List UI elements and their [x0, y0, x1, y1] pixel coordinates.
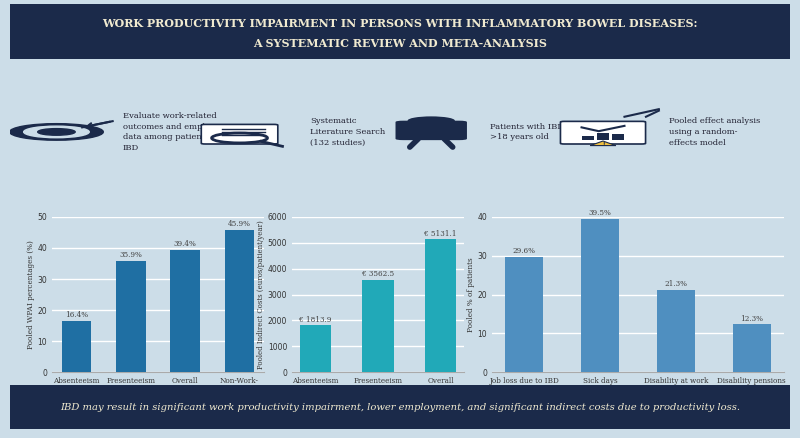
- Text: € 5131.1: € 5131.1: [424, 230, 457, 238]
- Circle shape: [408, 117, 455, 125]
- Text: Patients with IBD
>18 years old: Patients with IBD >18 years old: [490, 123, 564, 141]
- Bar: [611, 134, 625, 140]
- Circle shape: [10, 124, 103, 140]
- Text: € 3562.5: € 3562.5: [362, 270, 394, 279]
- FancyBboxPatch shape: [395, 121, 467, 140]
- Text: € 1813.9: € 1813.9: [299, 316, 332, 324]
- Text: Pooled effect analysis
using a random-
effects model: Pooled effect analysis using a random- e…: [670, 117, 761, 147]
- Bar: [362, 280, 394, 372]
- FancyBboxPatch shape: [202, 124, 278, 144]
- Text: IBD may result in significant work productivity impairment, lower employment, an: IBD may result in significant work produ…: [60, 403, 740, 412]
- Text: 35.9%: 35.9%: [119, 251, 142, 259]
- Bar: [300, 325, 331, 372]
- Bar: [116, 261, 146, 372]
- Text: 12.3%: 12.3%: [740, 314, 763, 322]
- Bar: [582, 136, 594, 140]
- Text: 29.6%: 29.6%: [513, 247, 536, 255]
- Text: 45.9%: 45.9%: [228, 220, 251, 228]
- Y-axis label: Pooled % of patients: Pooled % of patients: [466, 257, 474, 332]
- Bar: [657, 290, 695, 372]
- Bar: [597, 133, 610, 140]
- Polygon shape: [590, 141, 616, 145]
- Bar: [62, 321, 91, 372]
- Text: 21.3%: 21.3%: [665, 279, 687, 288]
- FancyBboxPatch shape: [0, 384, 800, 431]
- Text: 39.5%: 39.5%: [589, 209, 611, 217]
- Bar: [581, 219, 619, 372]
- FancyBboxPatch shape: [561, 121, 646, 144]
- Bar: [225, 230, 254, 372]
- Bar: [170, 250, 200, 372]
- Y-axis label: Pooled WPAI percentages (%): Pooled WPAI percentages (%): [26, 240, 34, 349]
- Text: Systematic
Literature Search
(132 studies): Systematic Literature Search (132 studie…: [310, 117, 386, 147]
- Y-axis label: Pooled Indirect Costs (euros/patient/year): Pooled Indirect Costs (euros/patient/yea…: [257, 220, 265, 369]
- Text: !: !: [602, 142, 604, 147]
- Bar: [425, 239, 456, 372]
- Circle shape: [38, 129, 75, 135]
- Bar: [506, 257, 543, 372]
- Text: 16.4%: 16.4%: [65, 311, 88, 319]
- Text: Evaluate work-related
outcomes and employment
data among patients with
IBD: Evaluate work-related outcomes and emplo…: [123, 112, 236, 152]
- Text: A SYSTEMATIC REVIEW AND META-ANALYSIS: A SYSTEMATIC REVIEW AND META-ANALYSIS: [253, 38, 547, 49]
- Bar: [733, 325, 770, 372]
- Text: 39.4%: 39.4%: [174, 240, 197, 248]
- Circle shape: [24, 126, 90, 138]
- Text: WORK PRODUCTIVITY IMPAIRMENT IN PERSONS WITH INFLAMMATORY BOWEL DISEASES:: WORK PRODUCTIVITY IMPAIRMENT IN PERSONS …: [102, 18, 698, 29]
